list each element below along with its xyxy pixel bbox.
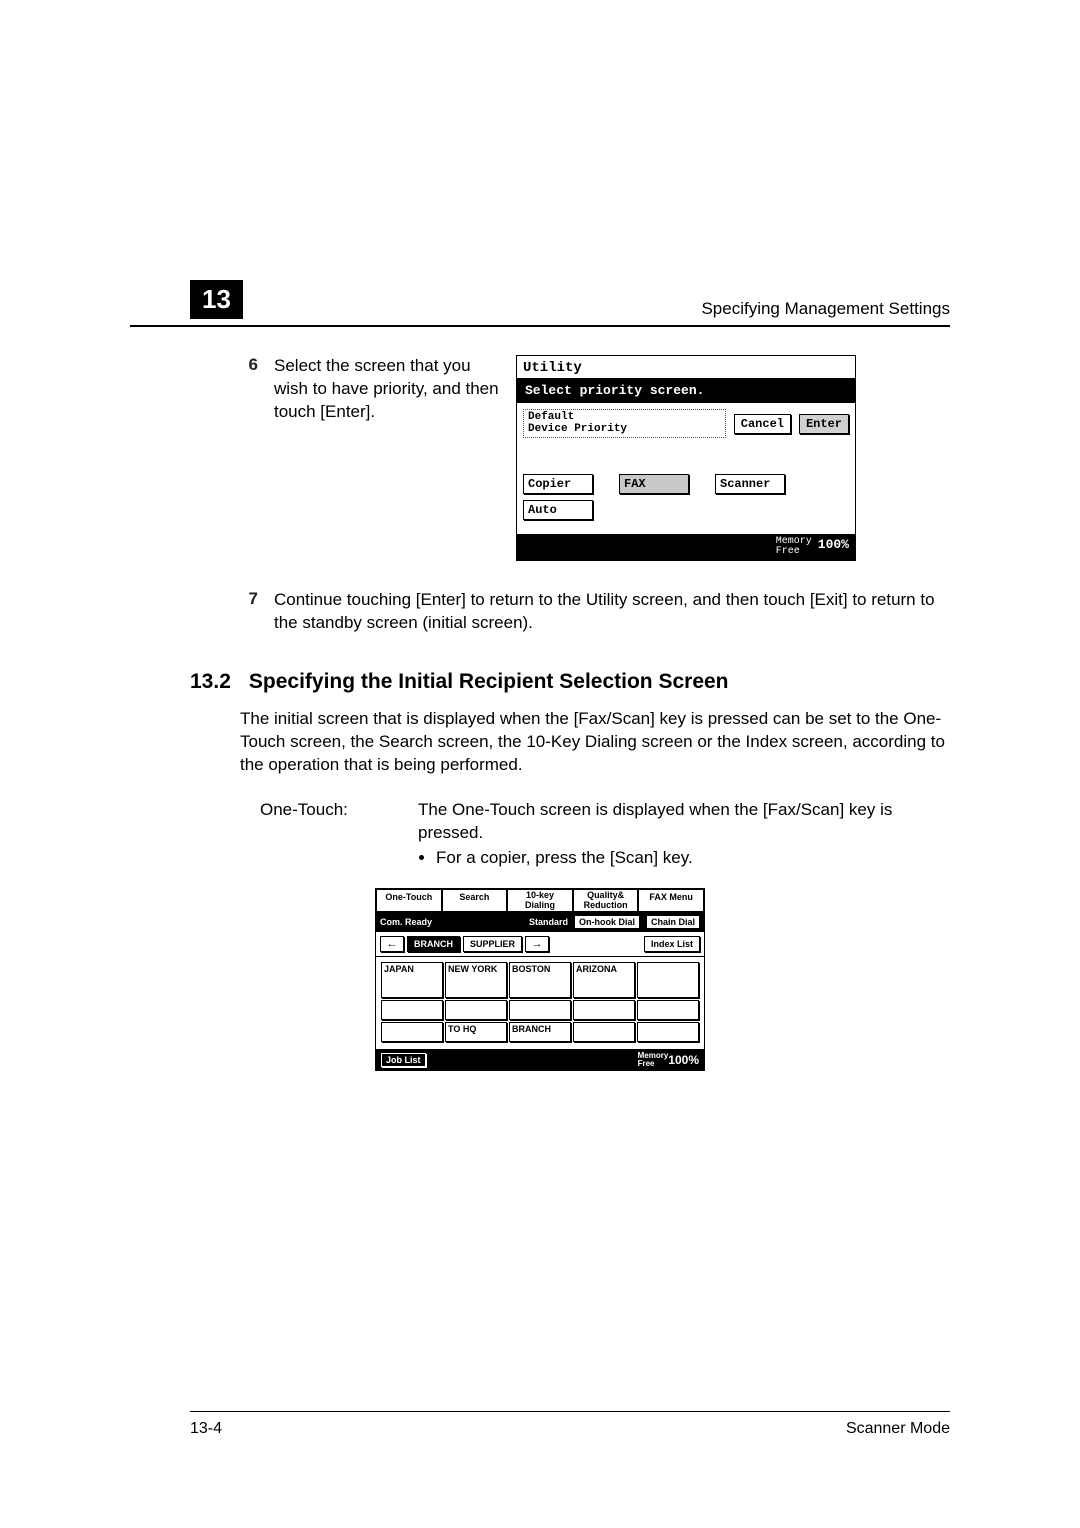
memory-free-label: Memory Free [638,1052,669,1067]
utility-row-controls: Default Device Priority Cancel Enter [517,403,855,444]
free-label: Free [638,1059,655,1068]
next-arrow-icon[interactable]: → [525,936,549,952]
label-line2: Device Priority [528,423,627,435]
step-6: 6 Select the screen that you wish to hav… [240,355,504,424]
branch-group-button[interactable]: BRANCH [407,936,460,952]
onhook-dial-button[interactable]: On-hook Dial [574,915,640,929]
memory-percent: 100% [668,1053,699,1067]
utility-row-2: Auto [523,500,849,520]
com-ready-label: Com. Ready [380,917,432,927]
cancel-button[interactable]: Cancel [734,414,791,434]
definition-list: One-Touch: The One-Touch screen is displ… [260,799,950,870]
onetouch-panel-figure: One-Touch Search 10-key Dialing Quality&… [375,888,705,1071]
standard-label: Standard [529,917,568,927]
auto-option[interactable]: Auto [523,500,593,520]
page-header: 13 Specifying Management Settings [130,280,950,327]
onetouch-cell-empty[interactable] [381,1022,443,1042]
free-label: Free [776,546,800,557]
enter-button[interactable]: Enter [799,414,849,434]
step-7: 7 Continue touching [Enter] to return to… [240,589,950,635]
onetouch-cell-empty[interactable] [445,1000,507,1020]
tab-search[interactable]: Search [442,889,508,912]
default-device-priority-label: Default Device Priority [523,409,726,438]
utility-title: Utility [517,356,855,378]
utility-options: Copier FAX Scanner Auto [517,444,855,534]
onetouch-cell-empty[interactable] [637,1022,699,1042]
tab-quality[interactable]: Quality& Reduction [573,889,639,912]
step-text: Continue touching [Enter] to return to t… [274,589,950,635]
onetouch-cell-arizona[interactable]: ARIZONA [573,962,635,998]
onetouch-grid: JAPAN NEW YORK BOSTON ARIZONA TO HQ BRAN… [376,957,704,1049]
onetouch-cell-japan[interactable]: JAPAN [381,962,443,998]
definition-term: One-Touch: [260,799,410,870]
supplier-group-button[interactable]: SUPPLIER [463,936,522,952]
step-text: Select the screen that you wish to have … [274,355,504,424]
memory-free-label: Memory Free [776,537,812,556]
onetouch-status-bar: Com. Ready Standard On-hook Dial Chain D… [376,912,704,932]
onetouch-footer: Job List Memory Free 100% [376,1049,704,1070]
memory-percent: 100% [818,537,849,552]
onetouch-cell-tohq[interactable]: TO HQ [445,1022,507,1042]
definition-body: The One-Touch screen is displayed when t… [418,799,950,870]
onetouch-cell-empty[interactable] [637,962,699,998]
job-list-button[interactable]: Job List [381,1053,426,1067]
utility-footer: Memory Free 100% [517,534,855,560]
page-footer: 13-4 Scanner Mode [190,1411,950,1438]
label-line1: Default [528,411,574,423]
onetouch-tabs: One-Touch Search 10-key Dialing Quality&… [376,889,704,912]
onetouch-cell-newyork[interactable]: NEW YORK [445,962,507,998]
utility-prompt: Select priority screen. [517,378,855,403]
utility-panel-figure: Utility Select priority screen. Default … [516,355,856,561]
tab-faxmenu[interactable]: FAX Menu [638,889,704,912]
step-number: 6 [240,355,258,424]
section-number: 13.2 [190,670,231,694]
onetouch-cell-empty[interactable] [573,1000,635,1020]
onetouch-cell-empty[interactable] [637,1000,699,1020]
definition-bullet: For a copier, press the [Scan] key. [436,847,950,870]
step-6-row: 6 Select the screen that you wish to hav… [240,355,950,561]
scanner-option[interactable]: Scanner [715,474,785,494]
section-title: Specifying the Initial Recipient Selecti… [249,670,729,694]
chapter-number-box: 13 [190,280,243,319]
onetouch-cell-empty[interactable] [509,1000,571,1020]
tab-onetouch[interactable]: One-Touch [376,889,442,912]
header-title: Specifying Management Settings [243,299,950,319]
section-paragraph: The initial screen that is displayed whe… [240,708,950,777]
chain-dial-button[interactable]: Chain Dial [646,915,700,929]
onetouch-nav-bar: ← BRANCH SUPPLIER → Index List [376,932,704,957]
section-heading: 13.2 Specifying the Initial Recipient Se… [190,670,950,694]
page-number: 13-4 [190,1420,222,1438]
step-number: 7 [240,589,258,635]
footer-mode: Scanner Mode [846,1420,950,1438]
onetouch-cell-empty[interactable] [573,1022,635,1042]
onetouch-cell-boston[interactable]: BOSTON [509,962,571,998]
definition-text: The One-Touch screen is displayed when t… [418,800,892,842]
index-list-button[interactable]: Index List [644,936,700,952]
prev-arrow-icon[interactable]: ← [380,936,404,952]
utility-row-1: Copier FAX Scanner [523,474,849,494]
copier-option[interactable]: Copier [523,474,593,494]
onetouch-cell-branch[interactable]: BRANCH [509,1022,571,1042]
document-page: 13 Specifying Management Settings 6 Sele… [0,0,1080,1528]
fax-option[interactable]: FAX [619,474,689,494]
content-column: 6 Select the screen that you wish to hav… [240,355,950,634]
tab-10key[interactable]: 10-key Dialing [507,889,573,912]
onetouch-cell-empty[interactable] [381,1000,443,1020]
